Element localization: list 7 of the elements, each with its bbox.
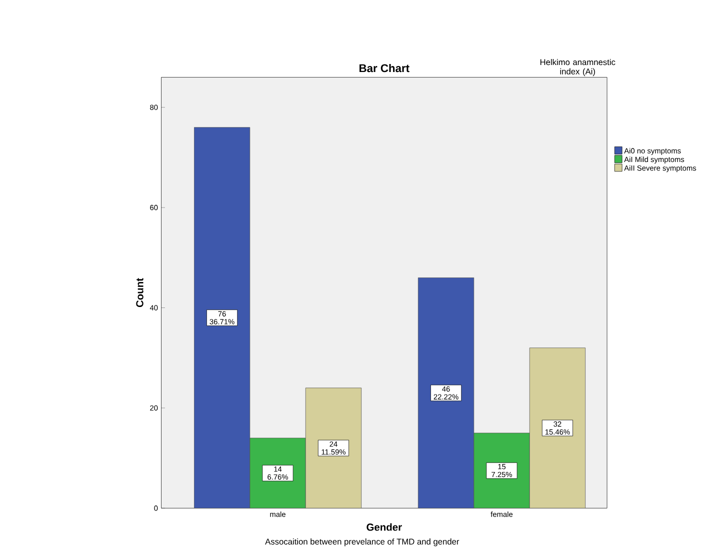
x-axis-title: Gender (366, 523, 402, 531)
chart-title: Bar Chart (360, 64, 410, 72)
bar (529, 348, 586, 508)
bar (305, 388, 362, 508)
y-axis-title: Count (136, 278, 144, 308)
legend-title: Helkimo anamnestic index (Ai) (540, 59, 616, 76)
text: Assocaition between prevelance of TMD and gender (265, 538, 460, 546)
